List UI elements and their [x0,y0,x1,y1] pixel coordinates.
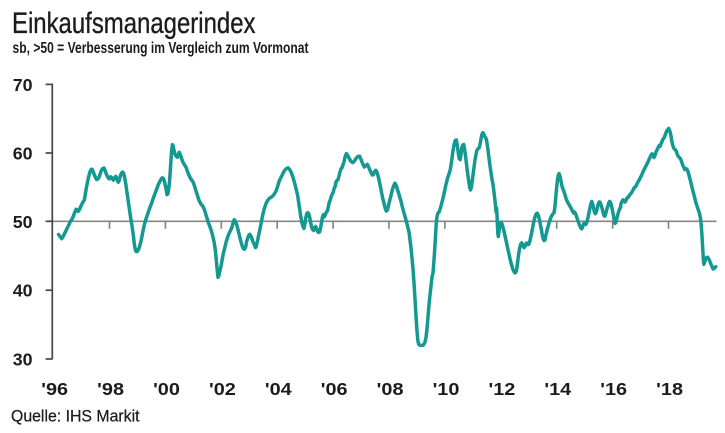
svg-text:70: 70 [13,75,33,95]
svg-text:40: 40 [13,281,33,301]
svg-text:'12: '12 [489,379,516,399]
svg-text:50: 50 [13,212,33,232]
svg-text:'00: '00 [153,379,180,399]
svg-text:Quelle: IHS Markit: Quelle: IHS Markit [11,407,140,426]
svg-text:Einkaufsmanagerindex: Einkaufsmanagerindex [12,7,256,40]
svg-text:sb, >50 = Verbesserung im Verg: sb, >50 = Verbesserung im Vergleich zum … [13,40,309,57]
svg-text:'16: '16 [600,379,627,399]
svg-text:'02: '02 [209,379,236,399]
svg-text:'14: '14 [544,379,571,399]
svg-text:'10: '10 [433,379,460,399]
svg-text:30: 30 [13,350,33,370]
svg-text:'18: '18 [656,379,683,399]
svg-text:'98: '98 [97,379,124,399]
svg-text:'04: '04 [265,379,292,399]
svg-text:60: 60 [13,144,33,164]
svg-text:'96: '96 [41,379,68,399]
svg-text:'08: '08 [377,379,404,399]
svg-text:'06: '06 [321,379,348,399]
